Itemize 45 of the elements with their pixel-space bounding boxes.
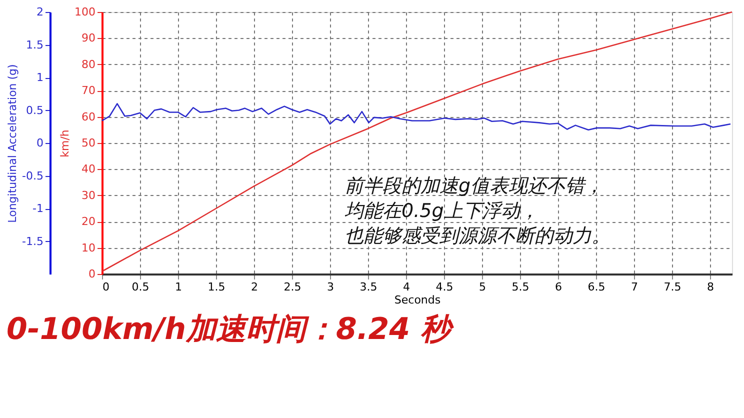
x-tick-label: 1.5 xyxy=(208,280,226,294)
y2-tick-label: 0 xyxy=(36,136,44,150)
x-tick-label: 7.5 xyxy=(664,280,682,294)
x-axis-title: Seconds xyxy=(394,294,441,306)
y-tick-label: 40 xyxy=(82,162,96,176)
line-series xyxy=(101,103,732,131)
x-tick-label: 6 xyxy=(554,280,562,294)
y2-tick-label: 1 xyxy=(36,71,44,84)
y-axis-title: km/h xyxy=(58,130,72,158)
y-tick-label: 0 xyxy=(88,268,96,280)
annotation: 也能够感受到源源不断的动力。 xyxy=(344,225,611,248)
x-tick-label: 0.5 xyxy=(132,280,150,294)
y2-tick-label: 2 xyxy=(36,6,44,18)
y-tick-label: 80 xyxy=(82,58,96,71)
y2-axis-title: Longitudinal Acceleration (g) xyxy=(6,64,20,223)
x-tick-label: 5.5 xyxy=(512,280,530,294)
y2-tick-label: -1.5 xyxy=(22,234,44,248)
x-tick-label: 2 xyxy=(250,280,258,294)
annotation: 前半段的加速g值表现还不错， xyxy=(344,175,604,198)
annotation: 均能在0.5g上下浮动， xyxy=(344,200,539,222)
y-tick-label: 60 xyxy=(82,110,96,124)
line-series xyxy=(101,11,733,272)
x-tick-label: 4.5 xyxy=(436,280,454,294)
text: 0-100km/h加速时间：8.24 秒 xyxy=(6,312,454,347)
y-tick-label: 70 xyxy=(82,84,96,98)
y2-tick-label: -1 xyxy=(32,202,44,215)
y-tick-label: 100 xyxy=(74,6,96,18)
x-tick-label: 8 xyxy=(706,280,714,294)
x-tick-label: 0 xyxy=(102,280,110,294)
x-tick-label: 2.5 xyxy=(284,280,302,294)
x-tick-label: 7 xyxy=(630,280,638,294)
x-tick-label: 5 xyxy=(478,280,486,294)
x-tick-label: 1 xyxy=(174,280,182,294)
x-tick-label: 4 xyxy=(402,280,410,294)
y-tick-label: 90 xyxy=(82,32,96,45)
x-tick-label: 3 xyxy=(326,280,334,294)
x-tick-label: 3.5 xyxy=(360,280,378,294)
y2-tick-label: -0.5 xyxy=(22,169,44,182)
y-tick-label: 20 xyxy=(82,215,96,228)
y2-tick-label: 1.5 xyxy=(26,38,44,52)
y-tick-label: 10 xyxy=(82,241,96,254)
x-tick-label: 6.5 xyxy=(588,280,606,294)
y-tick-label: 50 xyxy=(82,136,96,150)
y2-tick-label: 0.5 xyxy=(26,104,44,117)
y-tick-label: 30 xyxy=(82,188,96,202)
